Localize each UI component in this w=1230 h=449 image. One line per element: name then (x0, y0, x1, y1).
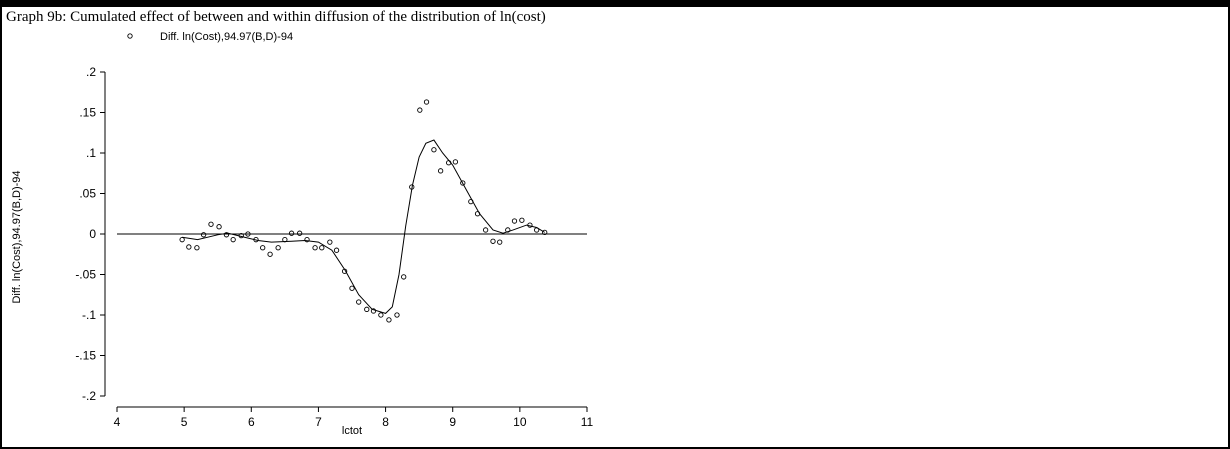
x-tick-label: 6 (248, 415, 255, 429)
x-tick-label: 9 (449, 415, 456, 429)
data-point (267, 251, 273, 257)
data-point (200, 232, 207, 238)
data-point (275, 245, 281, 251)
x-axis-label: lctot (342, 425, 362, 437)
data-point (460, 180, 466, 186)
data-point (401, 274, 407, 280)
y-axis-label: Diff. ln(Cost),94.97(B,D)-94 (11, 170, 23, 303)
data-point (417, 107, 423, 113)
data-point (511, 218, 518, 224)
chart: Graph 9b: Cumulated effect of between an… (6, 9, 594, 437)
data-point (333, 247, 340, 253)
data-point (208, 221, 214, 227)
data-point (378, 312, 384, 318)
data-point (482, 227, 489, 233)
data-point (452, 159, 459, 165)
x-tick-label: 11 (581, 415, 594, 429)
legend-label: Diff. ln(Cost),94.97(B,D)-94 (160, 31, 293, 43)
data-point (431, 147, 437, 153)
data-point (260, 245, 266, 251)
chart-title: Graph 9b: Cumulated effect of between an… (6, 9, 546, 25)
data-point (490, 238, 496, 244)
data-point (230, 237, 236, 243)
data-point (364, 306, 370, 312)
y-tick-label: 0 (89, 227, 96, 241)
data-point (497, 239, 503, 245)
data-point (223, 232, 230, 238)
data-point (519, 217, 525, 223)
data-point (319, 245, 325, 251)
data-point (386, 317, 392, 323)
data-point (394, 312, 400, 318)
data-point (194, 245, 200, 251)
data-point (216, 224, 222, 230)
y-tick-label: .05 (79, 187, 96, 201)
x-tick-label: 10 (513, 415, 527, 429)
data-point (245, 231, 251, 237)
y-tick-label: .15 (79, 106, 96, 120)
data-point (304, 237, 310, 243)
legend-marker (127, 33, 133, 39)
data-point (288, 230, 295, 236)
y-tick-label: -.05 (75, 268, 96, 282)
data-point (296, 230, 303, 236)
x-tick-label: 7 (315, 415, 322, 429)
y-tick-label: -.15 (75, 349, 96, 363)
smooth-line (182, 139, 545, 314)
data-point (542, 229, 548, 236)
y-tick-label: .2 (86, 65, 96, 79)
data-point (437, 168, 444, 174)
data-point (327, 239, 333, 245)
x-tick-label: 4 (114, 415, 121, 429)
x-tick-label: 5 (181, 415, 188, 429)
data-point (423, 99, 430, 105)
y-tick-label: .1 (86, 146, 96, 160)
y-tick-label: -.2 (82, 389, 96, 403)
data-point (349, 285, 355, 291)
x-tick-label: 8 (382, 415, 389, 429)
data-point (356, 299, 362, 305)
y-tick-label: -.1 (82, 308, 96, 322)
data-point (186, 244, 192, 250)
data-point (370, 308, 377, 314)
data-point (179, 237, 185, 243)
data-point (312, 245, 318, 251)
